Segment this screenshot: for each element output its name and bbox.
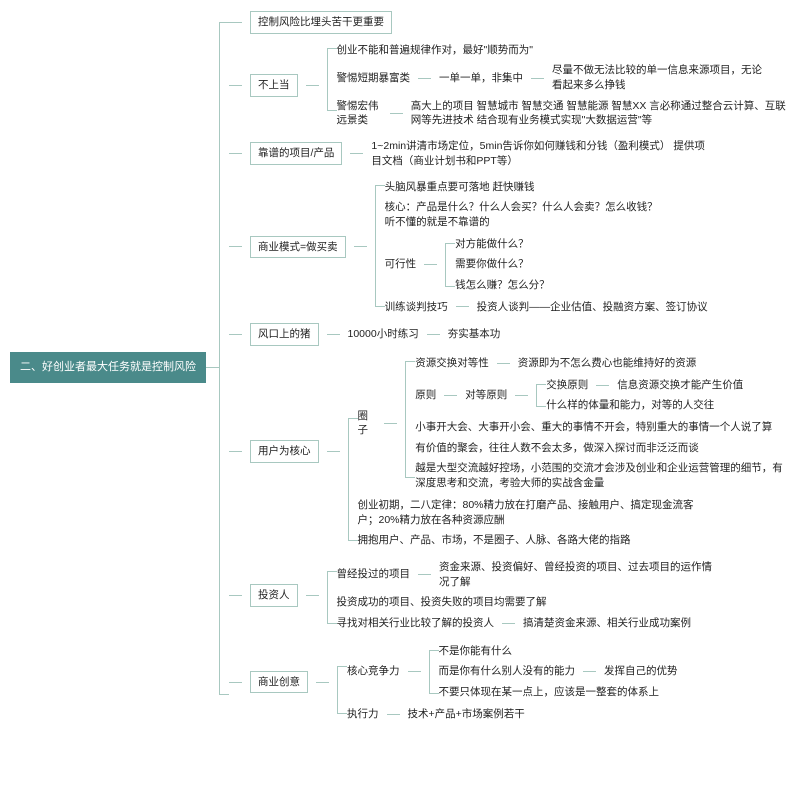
leaf: 1~2min讲清市场定位，5min告诉你如何赚钱和分钱（盈利模式） 提供项目文档… bbox=[371, 137, 711, 170]
node-bizmodel: 商业模式=做买卖 bbox=[250, 236, 346, 259]
leaf: 核心：产品是什么？什么人会买？什么人会卖？怎么收钱？听不懂的就是不靠谱的 bbox=[385, 198, 665, 231]
root-node: 二、好创业者最大任务就是控制风险 bbox=[10, 352, 206, 383]
leaf: 发挥自己的优势 bbox=[604, 662, 678, 681]
leaf: 高大上的项目 智慧城市 智慧交通 智慧能源 智慧XX 言必称通过整合云计算、互联… bbox=[411, 97, 790, 130]
leaf: 尽量不做无法比较的单一信息来源项目，无论看起来多么挣钱 bbox=[552, 61, 762, 94]
node-risk-control: 控制风险比埋头苦干更重要 bbox=[250, 11, 392, 34]
leaf: 核心竞争力 bbox=[347, 662, 400, 681]
node-biz-idea: 商业创意 bbox=[250, 671, 308, 694]
node-fengkou: 风口上的猪 bbox=[250, 323, 319, 346]
leaf: 一单一单，非集中 bbox=[439, 69, 523, 88]
leaf: 警惕宏伟远景类 bbox=[337, 97, 382, 130]
leaf: 钱怎么赚？怎么分？ bbox=[455, 276, 550, 295]
leaf: 拥抱用户、产品、市场，不是圈子、人脉、各路大佬的指路 bbox=[358, 531, 631, 550]
leaf: 夯实基本功 bbox=[448, 325, 501, 344]
leaf: 创业不能和普遍规律作对，最好"顺势而为" bbox=[337, 41, 533, 60]
leaf: 资金来源、投资偏好、曾经投资的项目、过去项目的运作情况了解 bbox=[439, 558, 719, 591]
leaf: 不要只体现在某一点上，应该是一整套的体系上 bbox=[439, 683, 660, 702]
leaf: 10000小时练习 bbox=[348, 325, 419, 344]
leaf: 头脑风暴重点要可落地 赶快赚钱 bbox=[385, 178, 535, 197]
leaf: 搞清楚资金来源、相关行业成功案例 bbox=[523, 614, 691, 633]
node-investor: 投资人 bbox=[250, 584, 298, 607]
leaf: 对方能做什么？ bbox=[455, 235, 529, 254]
leaf: 寻找对相关行业比较了解的投资人 bbox=[337, 614, 495, 633]
leaf: 创业初期，二八定律：80%精力放在打磨产品、接触用户、搞定现金流客户；20%精力… bbox=[358, 496, 698, 529]
leaf: 执行力 bbox=[347, 705, 379, 724]
leaf: 对等原则 bbox=[465, 386, 507, 405]
leaf: 需要你做什么？ bbox=[455, 255, 529, 274]
leaf: 交换原则 bbox=[546, 376, 588, 395]
node-user-core: 用户为核心 bbox=[250, 440, 319, 463]
node-kaopu: 靠谱的项目/产品 bbox=[250, 142, 342, 165]
leaf: 原则 bbox=[415, 386, 436, 405]
leaf: 有价值的聚会，往往人数不会太多，做深入探讨而非泛泛而谈 bbox=[415, 439, 699, 458]
node-bushangdang: 不上当 bbox=[250, 74, 298, 97]
leaf: 技术+产品+市场案例若干 bbox=[408, 705, 525, 724]
leaf: 可行性 bbox=[385, 255, 417, 274]
leaf: 信息资源交换才能产生价值 bbox=[617, 376, 743, 395]
leaf: 投资人谈判——企业估值、投融资方案、签订协议 bbox=[477, 298, 708, 317]
leaf: 曾经投过的项目 bbox=[337, 565, 411, 584]
leaf: 警惕短期暴富类 bbox=[337, 69, 411, 88]
leaf: 而是你有什么别人没有的能力 bbox=[439, 662, 576, 681]
mindmap-root: 二、好创业者最大任务就是控制风险 控制风险比埋头苦干更重要 不上当 bbox=[10, 10, 790, 725]
leaf: 小事开大会、大事开小会、重大的事情不开会，特别重大的事情一个人说了算 bbox=[415, 418, 772, 437]
leaf: 资源即为不怎么费心也能维持好的资源 bbox=[518, 354, 697, 373]
leaf: 训练谈判技巧 bbox=[385, 298, 448, 317]
leaf: 什么样的体量和能力，对等的人交往 bbox=[546, 396, 714, 415]
leaf: 不是你能有什么 bbox=[439, 642, 513, 661]
leaf: 圈子 bbox=[358, 407, 377, 440]
leaf: 投资成功的项目、投资失败的项目均需要了解 bbox=[337, 593, 547, 612]
leaf: 越是大型交流越好控场，小范围的交流才会涉及创业和企业运营管理的细节，有深度思考和… bbox=[415, 459, 790, 492]
leaf: 资源交换对等性 bbox=[415, 354, 489, 373]
